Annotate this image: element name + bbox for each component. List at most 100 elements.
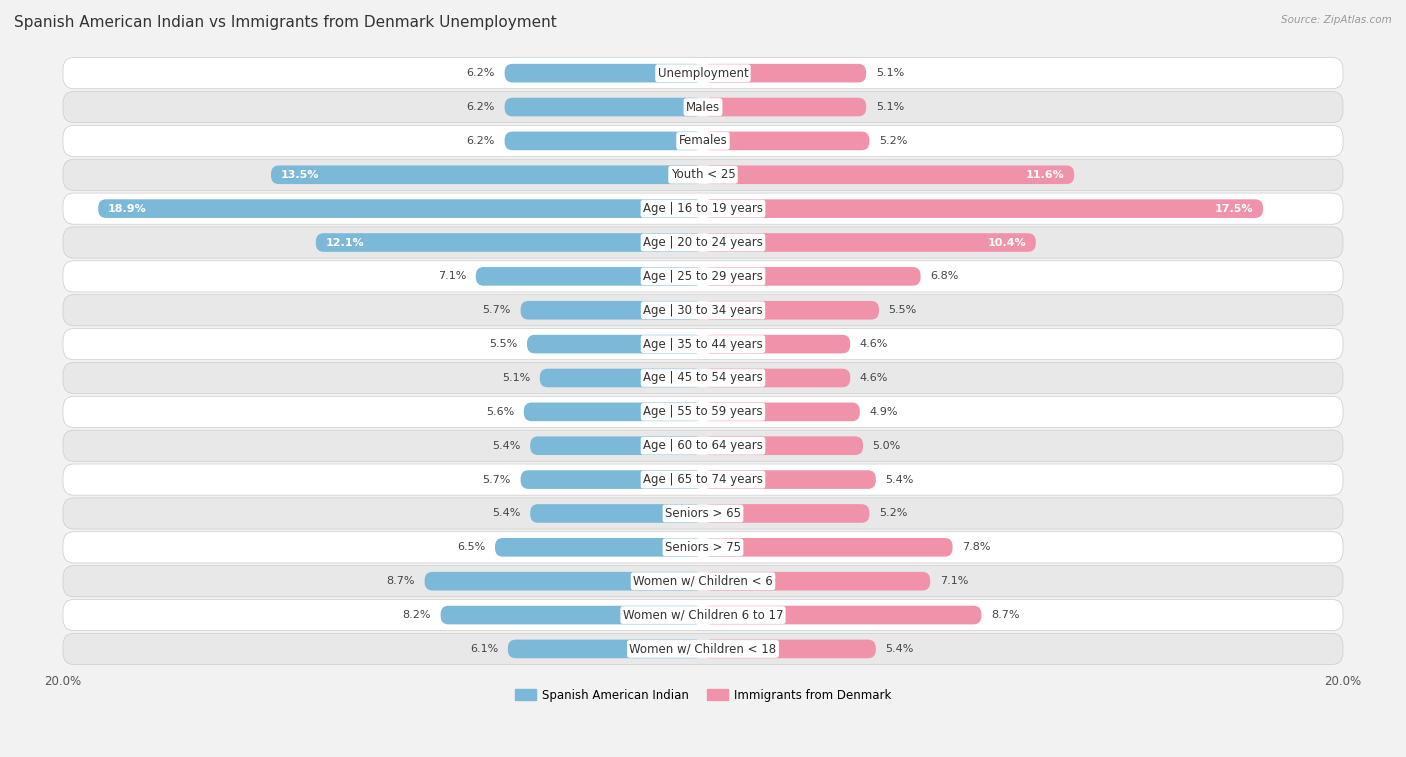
Text: 12.1%: 12.1% [325, 238, 364, 248]
Text: Age | 16 to 19 years: Age | 16 to 19 years [643, 202, 763, 215]
FancyBboxPatch shape [703, 267, 921, 285]
FancyBboxPatch shape [703, 335, 851, 354]
FancyBboxPatch shape [703, 470, 876, 489]
Text: 5.4%: 5.4% [886, 644, 914, 654]
FancyBboxPatch shape [63, 498, 1343, 529]
Text: 8.7%: 8.7% [991, 610, 1019, 620]
FancyBboxPatch shape [703, 301, 879, 319]
Text: 7.8%: 7.8% [962, 542, 991, 553]
FancyBboxPatch shape [540, 369, 703, 388]
FancyBboxPatch shape [703, 199, 1263, 218]
FancyBboxPatch shape [63, 565, 1343, 597]
Text: Age | 25 to 29 years: Age | 25 to 29 years [643, 270, 763, 283]
Text: Age | 65 to 74 years: Age | 65 to 74 years [643, 473, 763, 486]
FancyBboxPatch shape [63, 363, 1343, 394]
Text: 5.4%: 5.4% [492, 441, 520, 450]
Text: 5.6%: 5.6% [486, 407, 515, 417]
FancyBboxPatch shape [520, 470, 703, 489]
FancyBboxPatch shape [475, 267, 703, 285]
Text: Males: Males [686, 101, 720, 114]
FancyBboxPatch shape [63, 193, 1343, 224]
FancyBboxPatch shape [63, 92, 1343, 123]
FancyBboxPatch shape [703, 403, 860, 421]
Text: 5.5%: 5.5% [889, 305, 917, 315]
Text: 5.7%: 5.7% [482, 305, 510, 315]
FancyBboxPatch shape [316, 233, 703, 252]
FancyBboxPatch shape [505, 98, 703, 117]
FancyBboxPatch shape [63, 464, 1343, 495]
Text: 6.1%: 6.1% [470, 644, 498, 654]
Text: Women w/ Children < 18: Women w/ Children < 18 [630, 643, 776, 656]
Text: 5.7%: 5.7% [482, 475, 510, 484]
FancyBboxPatch shape [505, 64, 703, 83]
Text: 18.9%: 18.9% [108, 204, 146, 213]
FancyBboxPatch shape [440, 606, 703, 625]
Text: Seniors > 65: Seniors > 65 [665, 507, 741, 520]
FancyBboxPatch shape [63, 600, 1343, 631]
FancyBboxPatch shape [495, 538, 703, 556]
FancyBboxPatch shape [98, 199, 703, 218]
FancyBboxPatch shape [703, 436, 863, 455]
Text: Age | 55 to 59 years: Age | 55 to 59 years [643, 405, 763, 419]
FancyBboxPatch shape [63, 531, 1343, 563]
Text: Women w/ Children < 6: Women w/ Children < 6 [633, 575, 773, 587]
Text: 7.1%: 7.1% [939, 576, 969, 586]
FancyBboxPatch shape [703, 504, 869, 523]
FancyBboxPatch shape [63, 126, 1343, 157]
Text: 5.1%: 5.1% [502, 373, 530, 383]
Text: 6.2%: 6.2% [467, 136, 495, 146]
Text: 11.6%: 11.6% [1026, 170, 1064, 179]
Text: 5.4%: 5.4% [492, 509, 520, 519]
Text: 5.1%: 5.1% [876, 68, 904, 78]
Text: 4.6%: 4.6% [860, 339, 889, 349]
Text: 6.2%: 6.2% [467, 68, 495, 78]
FancyBboxPatch shape [703, 369, 851, 388]
FancyBboxPatch shape [703, 132, 869, 150]
Text: 13.5%: 13.5% [281, 170, 319, 179]
FancyBboxPatch shape [505, 132, 703, 150]
FancyBboxPatch shape [63, 58, 1343, 89]
FancyBboxPatch shape [703, 98, 866, 117]
Text: 5.2%: 5.2% [879, 136, 907, 146]
Text: Women w/ Children 6 to 17: Women w/ Children 6 to 17 [623, 609, 783, 621]
Text: Age | 20 to 24 years: Age | 20 to 24 years [643, 236, 763, 249]
Text: 4.6%: 4.6% [860, 373, 889, 383]
Legend: Spanish American Indian, Immigrants from Denmark: Spanish American Indian, Immigrants from… [510, 684, 896, 706]
FancyBboxPatch shape [703, 572, 931, 590]
FancyBboxPatch shape [703, 606, 981, 625]
FancyBboxPatch shape [63, 159, 1343, 190]
FancyBboxPatch shape [63, 227, 1343, 258]
Text: 6.2%: 6.2% [467, 102, 495, 112]
FancyBboxPatch shape [63, 329, 1343, 360]
Text: Age | 30 to 34 years: Age | 30 to 34 years [643, 304, 763, 316]
Text: 5.4%: 5.4% [886, 475, 914, 484]
Text: 6.5%: 6.5% [457, 542, 485, 553]
FancyBboxPatch shape [703, 233, 1036, 252]
Text: 7.1%: 7.1% [437, 271, 467, 282]
Text: 8.7%: 8.7% [387, 576, 415, 586]
FancyBboxPatch shape [63, 396, 1343, 428]
FancyBboxPatch shape [271, 166, 703, 184]
Text: 5.0%: 5.0% [873, 441, 901, 450]
FancyBboxPatch shape [524, 403, 703, 421]
Text: Age | 35 to 44 years: Age | 35 to 44 years [643, 338, 763, 350]
FancyBboxPatch shape [63, 430, 1343, 461]
FancyBboxPatch shape [63, 261, 1343, 292]
Text: Youth < 25: Youth < 25 [671, 168, 735, 181]
Text: Source: ZipAtlas.com: Source: ZipAtlas.com [1281, 15, 1392, 25]
FancyBboxPatch shape [508, 640, 703, 659]
Text: Age | 45 to 54 years: Age | 45 to 54 years [643, 372, 763, 385]
FancyBboxPatch shape [530, 504, 703, 523]
Text: 10.4%: 10.4% [987, 238, 1026, 248]
FancyBboxPatch shape [63, 634, 1343, 665]
Text: Unemployment: Unemployment [658, 67, 748, 79]
FancyBboxPatch shape [425, 572, 703, 590]
Text: 5.1%: 5.1% [876, 102, 904, 112]
Text: Females: Females [679, 135, 727, 148]
Text: Spanish American Indian vs Immigrants from Denmark Unemployment: Spanish American Indian vs Immigrants fr… [14, 15, 557, 30]
FancyBboxPatch shape [527, 335, 703, 354]
FancyBboxPatch shape [703, 538, 953, 556]
FancyBboxPatch shape [703, 166, 1074, 184]
FancyBboxPatch shape [530, 436, 703, 455]
FancyBboxPatch shape [703, 64, 866, 83]
